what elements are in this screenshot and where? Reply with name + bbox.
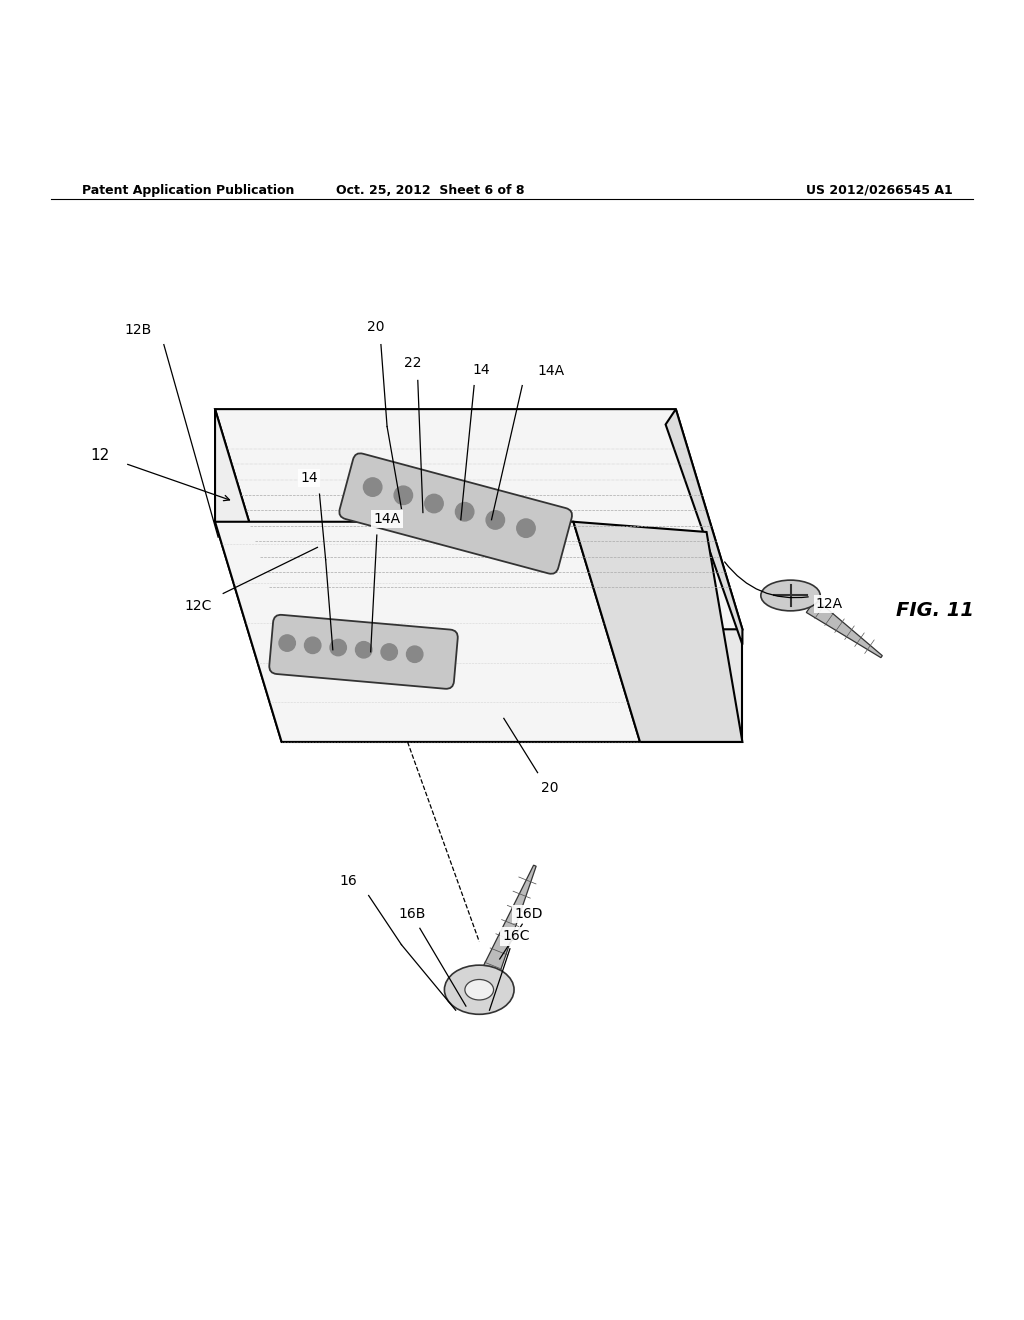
Circle shape	[279, 635, 295, 651]
Text: 16B: 16B	[398, 907, 425, 921]
Polygon shape	[215, 409, 282, 742]
Polygon shape	[481, 865, 537, 978]
Ellipse shape	[465, 979, 494, 1001]
FancyBboxPatch shape	[269, 615, 458, 689]
Polygon shape	[282, 630, 742, 742]
Circle shape	[381, 644, 397, 660]
Polygon shape	[666, 409, 742, 644]
Circle shape	[407, 645, 423, 663]
Text: 12B: 12B	[125, 323, 152, 338]
Circle shape	[486, 511, 505, 529]
Text: 12A: 12A	[816, 597, 843, 611]
Circle shape	[330, 639, 346, 656]
Text: 14A: 14A	[374, 512, 400, 525]
FancyBboxPatch shape	[339, 453, 572, 574]
Circle shape	[355, 642, 372, 657]
Text: 14: 14	[300, 471, 318, 484]
Text: Oct. 25, 2012  Sheet 6 of 8: Oct. 25, 2012 Sheet 6 of 8	[336, 183, 524, 197]
Polygon shape	[215, 521, 640, 742]
Polygon shape	[215, 409, 742, 630]
Text: 20: 20	[367, 321, 385, 334]
Circle shape	[517, 519, 536, 537]
Ellipse shape	[444, 965, 514, 1014]
Ellipse shape	[761, 579, 820, 611]
Text: 16: 16	[339, 874, 357, 888]
Text: 14: 14	[472, 363, 490, 378]
Circle shape	[304, 638, 321, 653]
Circle shape	[456, 503, 474, 521]
Text: 14A: 14A	[538, 364, 564, 379]
Circle shape	[394, 486, 413, 504]
Circle shape	[425, 494, 443, 512]
Text: FIG. 11: FIG. 11	[896, 602, 974, 620]
Text: 16D: 16D	[514, 907, 543, 921]
Text: 12C: 12C	[184, 599, 211, 612]
Circle shape	[364, 478, 382, 496]
Text: 20: 20	[541, 781, 559, 795]
Text: US 2012/0266545 A1: US 2012/0266545 A1	[806, 183, 952, 197]
Text: 16C: 16C	[503, 929, 529, 944]
Text: Patent Application Publication: Patent Application Publication	[82, 183, 294, 197]
Polygon shape	[573, 521, 742, 742]
Polygon shape	[806, 599, 883, 657]
Text: 22: 22	[403, 356, 422, 370]
Text: 12: 12	[91, 447, 110, 463]
